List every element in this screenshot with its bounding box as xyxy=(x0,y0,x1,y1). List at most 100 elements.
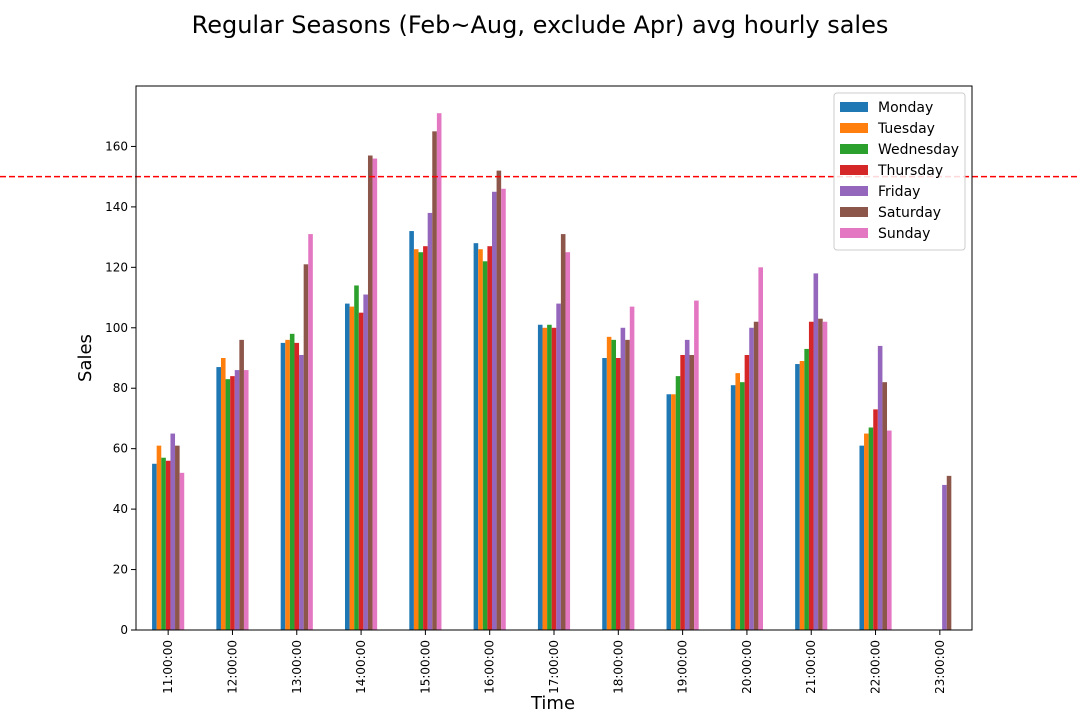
bar-friday-1 xyxy=(234,370,240,630)
bar-saturday-10 xyxy=(818,318,823,630)
x-tick-label: 14:00:00 xyxy=(354,640,368,694)
bar-sunday-10 xyxy=(822,321,828,630)
x-tick-label: 15:00:00 xyxy=(418,640,432,694)
legend-swatch-sunday xyxy=(840,228,868,238)
bar-sunday-11 xyxy=(887,430,892,630)
bar-thursday-4 xyxy=(423,246,428,630)
bar-thursday-6 xyxy=(551,327,557,630)
y-tick-label: 60 xyxy=(113,442,128,456)
x-tick-label: 19:00:00 xyxy=(676,640,690,694)
bar-friday-11 xyxy=(877,345,883,630)
y-tick-label: 100 xyxy=(105,321,128,335)
bar-tuesday-8 xyxy=(671,394,676,630)
bar-friday-8 xyxy=(684,339,690,630)
bar-thursday-11 xyxy=(873,409,878,630)
bar-monday-1 xyxy=(216,367,221,630)
bar-saturday-12 xyxy=(946,475,952,630)
bar-wednesday-11 xyxy=(868,427,874,630)
bar-sunday-6 xyxy=(565,252,571,630)
bar-thursday-7 xyxy=(616,358,621,630)
bar-friday-7 xyxy=(620,327,626,630)
bar-thursday-1 xyxy=(230,376,235,630)
legend-swatch-friday xyxy=(840,186,868,196)
bar-tuesday-11 xyxy=(864,433,869,630)
bar-friday-5 xyxy=(491,191,497,630)
chart-title: Regular Seasons (Feb~Aug, exclude Apr) a… xyxy=(192,11,889,39)
bar-wednesday-3 xyxy=(354,285,359,630)
bar-sunday-9 xyxy=(758,267,763,630)
bar-friday-12 xyxy=(942,484,947,630)
bar-wednesday-2 xyxy=(289,333,295,630)
bar-sunday-2 xyxy=(308,234,313,630)
bar-wednesday-1 xyxy=(225,379,231,630)
bar-wednesday-8 xyxy=(675,376,681,630)
x-tick-label: 20:00:00 xyxy=(740,640,754,694)
y-tick-label: 20 xyxy=(113,563,128,577)
bar-thursday-2 xyxy=(294,342,300,630)
bar-tuesday-2 xyxy=(285,339,290,630)
bar-saturday-4 xyxy=(432,131,437,630)
bar-saturday-8 xyxy=(689,354,695,630)
bar-friday-0 xyxy=(170,433,176,630)
bar-sunday-7 xyxy=(629,306,635,630)
bar-tuesday-4 xyxy=(413,249,419,630)
legend: Monday Tuesday Wednesday Thursday Friday Satu… xyxy=(833,92,966,251)
bar-thursday-8 xyxy=(680,354,685,630)
bar-tuesday-6 xyxy=(542,327,548,630)
bar-sunday-0 xyxy=(179,472,185,630)
bar-tuesday-0 xyxy=(156,445,162,630)
bar-monday-6 xyxy=(537,324,543,630)
x-tick-label: 18:00:00 xyxy=(611,640,625,694)
x-tick-label: 11:00:00 xyxy=(161,640,175,694)
y-axis-label: Sales xyxy=(75,334,96,382)
legend-label-sunday: Sunday xyxy=(878,226,930,242)
bar-saturday-5 xyxy=(496,170,502,630)
legend-swatch-monday xyxy=(840,102,868,112)
x-tick-label: 17:00:00 xyxy=(547,640,561,694)
x-tick-label: 23:00:00 xyxy=(933,640,947,694)
bar-friday-9 xyxy=(749,327,754,630)
bar-saturday-1 xyxy=(239,339,244,630)
bar-friday-6 xyxy=(556,303,561,630)
x-tick-label: 16:00:00 xyxy=(483,640,497,694)
y-tick-label: 140 xyxy=(105,200,128,214)
x-axis: 11:00:00 12:00:00 13:00:00 14:00:00 15:00:00… xyxy=(161,630,947,694)
x-axis-label: Time xyxy=(530,693,575,714)
x-tick-label: 13:00:00 xyxy=(290,640,304,694)
bar-tuesday-3 xyxy=(349,306,355,630)
bar-wednesday-0 xyxy=(161,457,166,630)
bar-monday-10 xyxy=(795,364,800,630)
bar-wednesday-4 xyxy=(418,252,424,630)
bar-saturday-2 xyxy=(303,264,309,630)
bar-sunday-4 xyxy=(436,113,442,630)
bar-saturday-11 xyxy=(882,382,888,630)
x-tick-label: 12:00:00 xyxy=(225,640,239,694)
bar-friday-10 xyxy=(813,273,819,630)
bar-sunday-8 xyxy=(694,300,699,630)
legend-swatch-tuesday xyxy=(840,123,868,133)
legend-label-wednesday: Wednesday xyxy=(878,142,959,158)
legend-label-saturday: Saturday xyxy=(878,205,941,221)
bar-wednesday-10 xyxy=(804,348,809,630)
bars-group xyxy=(152,113,952,630)
bar-monday-0 xyxy=(152,463,157,630)
bar-saturday-3 xyxy=(367,155,373,630)
y-axis: 0 20 40 60 80 100 120 140 160 xyxy=(105,139,136,637)
bar-saturday-9 xyxy=(753,321,759,630)
bar-wednesday-6 xyxy=(547,324,552,630)
legend-swatch-saturday xyxy=(840,207,868,217)
bar-tuesday-9 xyxy=(735,373,741,630)
bar-tuesday-10 xyxy=(799,361,805,630)
bar-monday-5 xyxy=(473,243,479,630)
y-tick-label: 120 xyxy=(105,260,128,274)
y-tick-label: 160 xyxy=(105,139,128,153)
bar-sunday-1 xyxy=(243,370,249,630)
bar-saturday-7 xyxy=(625,339,630,630)
x-tick-label: 22:00:00 xyxy=(869,640,883,694)
bar-thursday-3 xyxy=(358,312,364,630)
bar-sunday-5 xyxy=(501,188,506,630)
bar-friday-2 xyxy=(299,354,304,630)
bar-monday-3 xyxy=(345,303,350,630)
